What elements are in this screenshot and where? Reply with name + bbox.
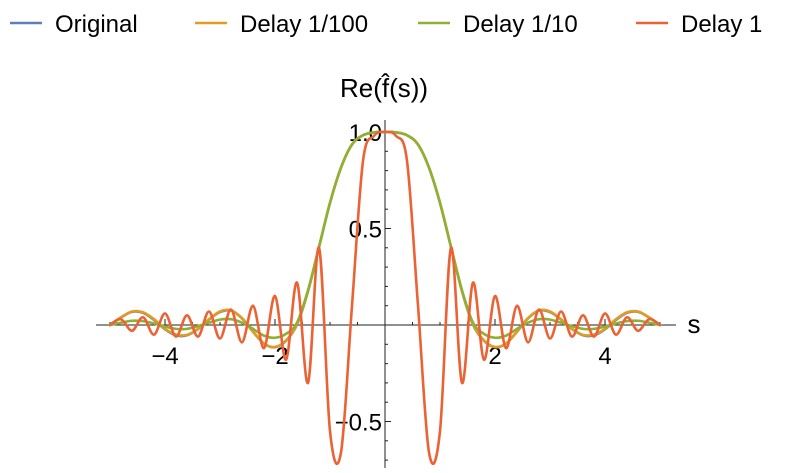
legend-item: Delay 1/10 bbox=[418, 11, 578, 38]
axes: −4 −2 2 4−0.50.51.0 bbox=[96, 120, 676, 468]
y-tick-label: −0.5 bbox=[335, 410, 382, 437]
x-axis-label: s bbox=[688, 309, 701, 339]
x-tick-label: −4 bbox=[151, 343, 178, 370]
series-line-delay-1 bbox=[108, 130, 662, 466]
legend-label: Delay 1 bbox=[681, 11, 762, 38]
y-axis-label: Re(f̂(s)) bbox=[340, 73, 428, 103]
x-tick-label: 4 bbox=[598, 343, 611, 370]
legend-item: Delay 1 bbox=[636, 11, 762, 38]
legend: Original Delay 1/100 Delay 1/10 Delay 1 bbox=[10, 11, 762, 38]
legend-label: Delay 1/100 bbox=[240, 11, 368, 38]
legend-item: Delay 1/100 bbox=[195, 11, 368, 38]
legend-item: Original bbox=[10, 11, 138, 38]
y-tick-label: 0.5 bbox=[349, 217, 382, 244]
series-layer bbox=[108, 130, 662, 466]
x-tick-label: 2 bbox=[488, 343, 501, 370]
legend-label: Delay 1/10 bbox=[463, 11, 578, 38]
legend-label: Original bbox=[55, 11, 138, 38]
